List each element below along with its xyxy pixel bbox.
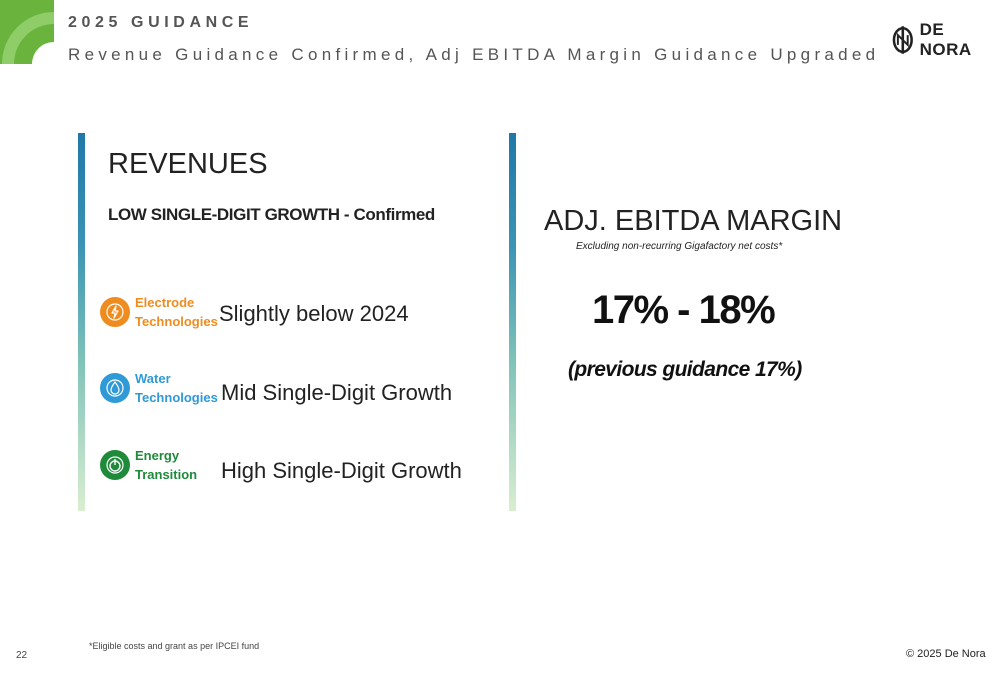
revenues-subtitle: LOW SINGLE-DIGIT GROWTH - Confirmed <box>108 205 435 224</box>
segment-water-technologies: Water Technologies <box>100 369 218 407</box>
de-nora-logo-icon <box>892 26 913 54</box>
lightning-icon <box>100 297 130 327</box>
ebitda-title: ADJ. EBITDA MARGIN <box>544 205 843 237</box>
revenues-accent-bar <box>78 133 85 511</box>
segment-name: Electrode Technologies <box>135 295 218 329</box>
water-drop-icon <box>100 373 130 403</box>
copyright: © 2025 De Nora <box>906 648 986 660</box>
footnote: *Eligible costs and grant as per IPCEI f… <box>89 641 260 651</box>
segment-value-water: Mid Single-Digit Growth <box>221 380 453 405</box>
corner-logo-decoration <box>0 0 54 64</box>
ebitda-accent-bar <box>509 133 516 511</box>
segment-energy-transition: Energy Transition <box>100 446 217 484</box>
segment-value-energy: High Single-Digit Growth <box>221 458 462 483</box>
ebitda-range: 17% - 18% <box>592 288 776 332</box>
ebitda-previous-guidance: (previous guidance 17%) <box>568 358 802 381</box>
page-number: 22 <box>16 650 28 661</box>
segment-value-electrode: Slightly below 2024 <box>219 301 409 326</box>
ebitda-note: Excluding non-recurring Gigafactory net … <box>576 241 783 252</box>
power-icon <box>100 450 130 480</box>
section-kicker: 2025 GUIDANCE <box>68 14 254 31</box>
brand-logo: DE NORA <box>892 20 1000 60</box>
revenues-title: REVENUES <box>108 148 268 180</box>
page-title: Revenue Guidance Confirmed, Adj EBITDA M… <box>68 45 880 64</box>
segment-name: Energy Transition <box>135 448 198 482</box>
brand-name: DE NORA <box>919 20 972 59</box>
segment-name: Water Technologies <box>135 371 218 405</box>
segment-electrode-technologies: Electrode Technologies <box>100 293 218 331</box>
